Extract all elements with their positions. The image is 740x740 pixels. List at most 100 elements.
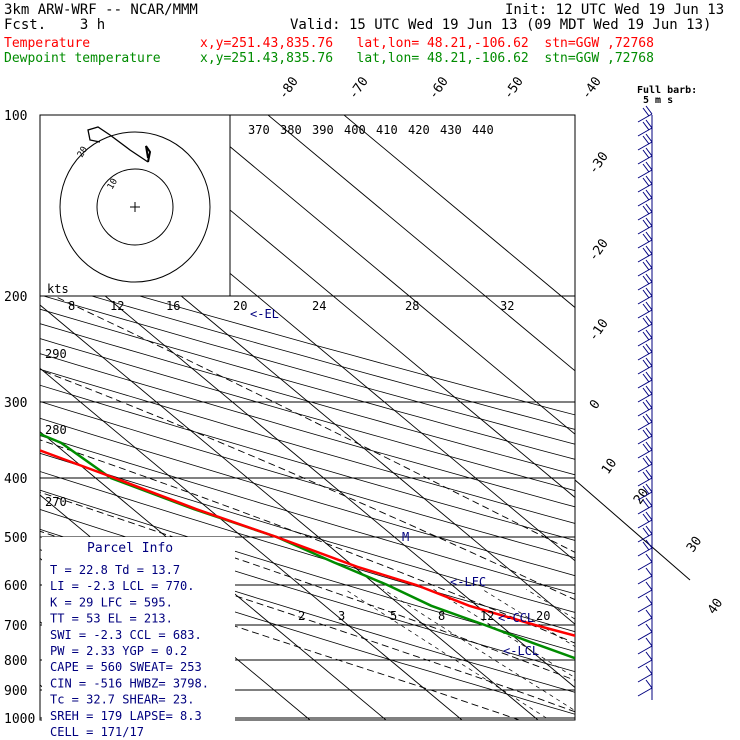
barb-staff bbox=[637, 603, 653, 613]
barb-flag bbox=[642, 261, 650, 271]
barb-staff bbox=[637, 631, 653, 641]
wind-barb-7 bbox=[637, 203, 653, 221]
barb-staff bbox=[637, 253, 653, 263]
barb-flag bbox=[645, 217, 653, 227]
theta-left-label-280: 280 bbox=[45, 423, 67, 437]
barb-flag bbox=[642, 331, 650, 341]
barb-flag bbox=[645, 483, 653, 493]
barb-flag bbox=[645, 427, 653, 437]
barb-flag bbox=[645, 133, 653, 143]
hodograph-ring-outer bbox=[59, 131, 211, 283]
barb-flag bbox=[645, 623, 653, 633]
barb-flag bbox=[642, 499, 650, 509]
theta-label-430: 430 bbox=[440, 123, 462, 137]
isotherm-label-0: 0 bbox=[587, 397, 604, 412]
theta-label-420: 420 bbox=[408, 123, 430, 137]
wind-barb-32 bbox=[637, 553, 653, 571]
parcel-row-3: TT = 53 EL = 213. bbox=[50, 612, 173, 626]
barb-flag bbox=[642, 191, 650, 201]
hodo-speed-label-12: 12 bbox=[110, 299, 124, 313]
barb-flag bbox=[645, 413, 653, 423]
moist-adiabat-0 bbox=[40, 530, 575, 713]
dry-adiabat-320 bbox=[40, 452, 575, 613]
barb-flag bbox=[645, 357, 653, 367]
barb-staff bbox=[637, 337, 653, 347]
barb-staff bbox=[637, 211, 653, 221]
barb-flag bbox=[645, 469, 653, 479]
lfc-marker: <-LFC bbox=[450, 575, 486, 589]
barb-flag bbox=[642, 457, 650, 467]
parcel-row-6: CAPE = 560 SWEAT= 253 bbox=[50, 660, 202, 674]
parcel-row-5: PW = 2.33 YGP = 0.2 bbox=[50, 644, 187, 658]
isotherm-label--30: -30 bbox=[586, 149, 612, 177]
barb-flag bbox=[645, 441, 653, 451]
wind-barbs bbox=[637, 105, 653, 700]
wind-barb-26 bbox=[637, 469, 653, 487]
isotherm-label-20: 20 bbox=[631, 486, 652, 507]
barb-flag bbox=[645, 651, 653, 661]
hodo-speed-label-28: 28 bbox=[405, 299, 419, 313]
barb-flag bbox=[645, 259, 653, 269]
barb-flag bbox=[642, 345, 650, 355]
barb-staff bbox=[637, 197, 653, 207]
wind-barb-10 bbox=[637, 245, 653, 263]
barb-flag bbox=[645, 147, 653, 157]
theta-label-390: 390 bbox=[312, 123, 334, 137]
barb-flag bbox=[645, 371, 653, 381]
barb-staff bbox=[637, 645, 653, 655]
barb-flag bbox=[642, 401, 650, 411]
pressure-label-300: 300 bbox=[4, 396, 27, 411]
pressure-label-500: 500 bbox=[4, 531, 27, 546]
isotherm-label--60: -60 bbox=[426, 74, 452, 102]
barb-flag bbox=[642, 135, 650, 145]
barb-staff bbox=[637, 561, 653, 571]
barb-flag bbox=[642, 485, 650, 495]
wind-barb-16 bbox=[637, 329, 653, 347]
temperature-trace bbox=[40, 449, 575, 637]
forecast-hour: Fcst. 3 h bbox=[4, 17, 106, 33]
isotherm-label-40: 40 bbox=[705, 596, 726, 617]
parcel-row-2: K = 29 LFC = 595. bbox=[50, 595, 173, 609]
wind-barb-9 bbox=[637, 231, 653, 249]
barb-flag bbox=[645, 273, 653, 283]
wind-barb-13 bbox=[637, 287, 653, 305]
dry-adiabat-430 bbox=[40, 280, 575, 430]
dry-adiabat-330 bbox=[40, 435, 575, 595]
barb-staff bbox=[637, 155, 653, 165]
barb-flag bbox=[645, 245, 653, 255]
barb-flag bbox=[645, 315, 653, 325]
wind-barb-27 bbox=[637, 483, 653, 501]
barb-flag bbox=[642, 541, 650, 551]
dry-adiabat-310 bbox=[40, 471, 575, 633]
wind-barb-0 bbox=[637, 105, 653, 123]
barb-staff bbox=[637, 239, 653, 249]
pressure-label-600: 600 bbox=[4, 579, 27, 594]
barb-flag bbox=[645, 399, 653, 409]
mixing-ratio-2 bbox=[344, 589, 551, 720]
barb-flag bbox=[645, 203, 653, 213]
pressure-label-200: 200 bbox=[4, 290, 27, 305]
barb-staff bbox=[637, 491, 653, 501]
hodograph-ring-label-20: 20 bbox=[76, 145, 90, 159]
isotherm-label--70: -70 bbox=[346, 74, 372, 102]
moist-adiabat-30 bbox=[40, 369, 575, 601]
barb-staff bbox=[637, 309, 653, 319]
isotherm-label--10: -10 bbox=[586, 316, 612, 344]
barb-staff bbox=[637, 533, 653, 543]
barb-staff bbox=[637, 267, 653, 277]
barb-staff bbox=[637, 127, 653, 137]
wind-barb-18 bbox=[637, 357, 653, 375]
hodo-speed-label-32: 32 bbox=[500, 299, 514, 313]
barb-flag bbox=[645, 497, 653, 507]
barb-flag bbox=[645, 385, 653, 395]
dry-adiabat-390 bbox=[40, 338, 575, 492]
dry-adiabat-380 bbox=[40, 353, 575, 508]
barb-flag bbox=[642, 219, 650, 229]
mixing-ratio-label-8: 8 bbox=[438, 609, 445, 623]
barb-staff bbox=[637, 393, 653, 403]
valid-time: Valid: 15 UTC Wed 19 Jun 13 (09 MDT Wed … bbox=[290, 17, 712, 33]
wind-barb-24 bbox=[637, 441, 653, 459]
parcel-row-0: T = 22.8 Td = 13.7 bbox=[50, 563, 180, 577]
wind-barb-41 bbox=[637, 679, 653, 697]
barb-flag bbox=[642, 233, 650, 243]
